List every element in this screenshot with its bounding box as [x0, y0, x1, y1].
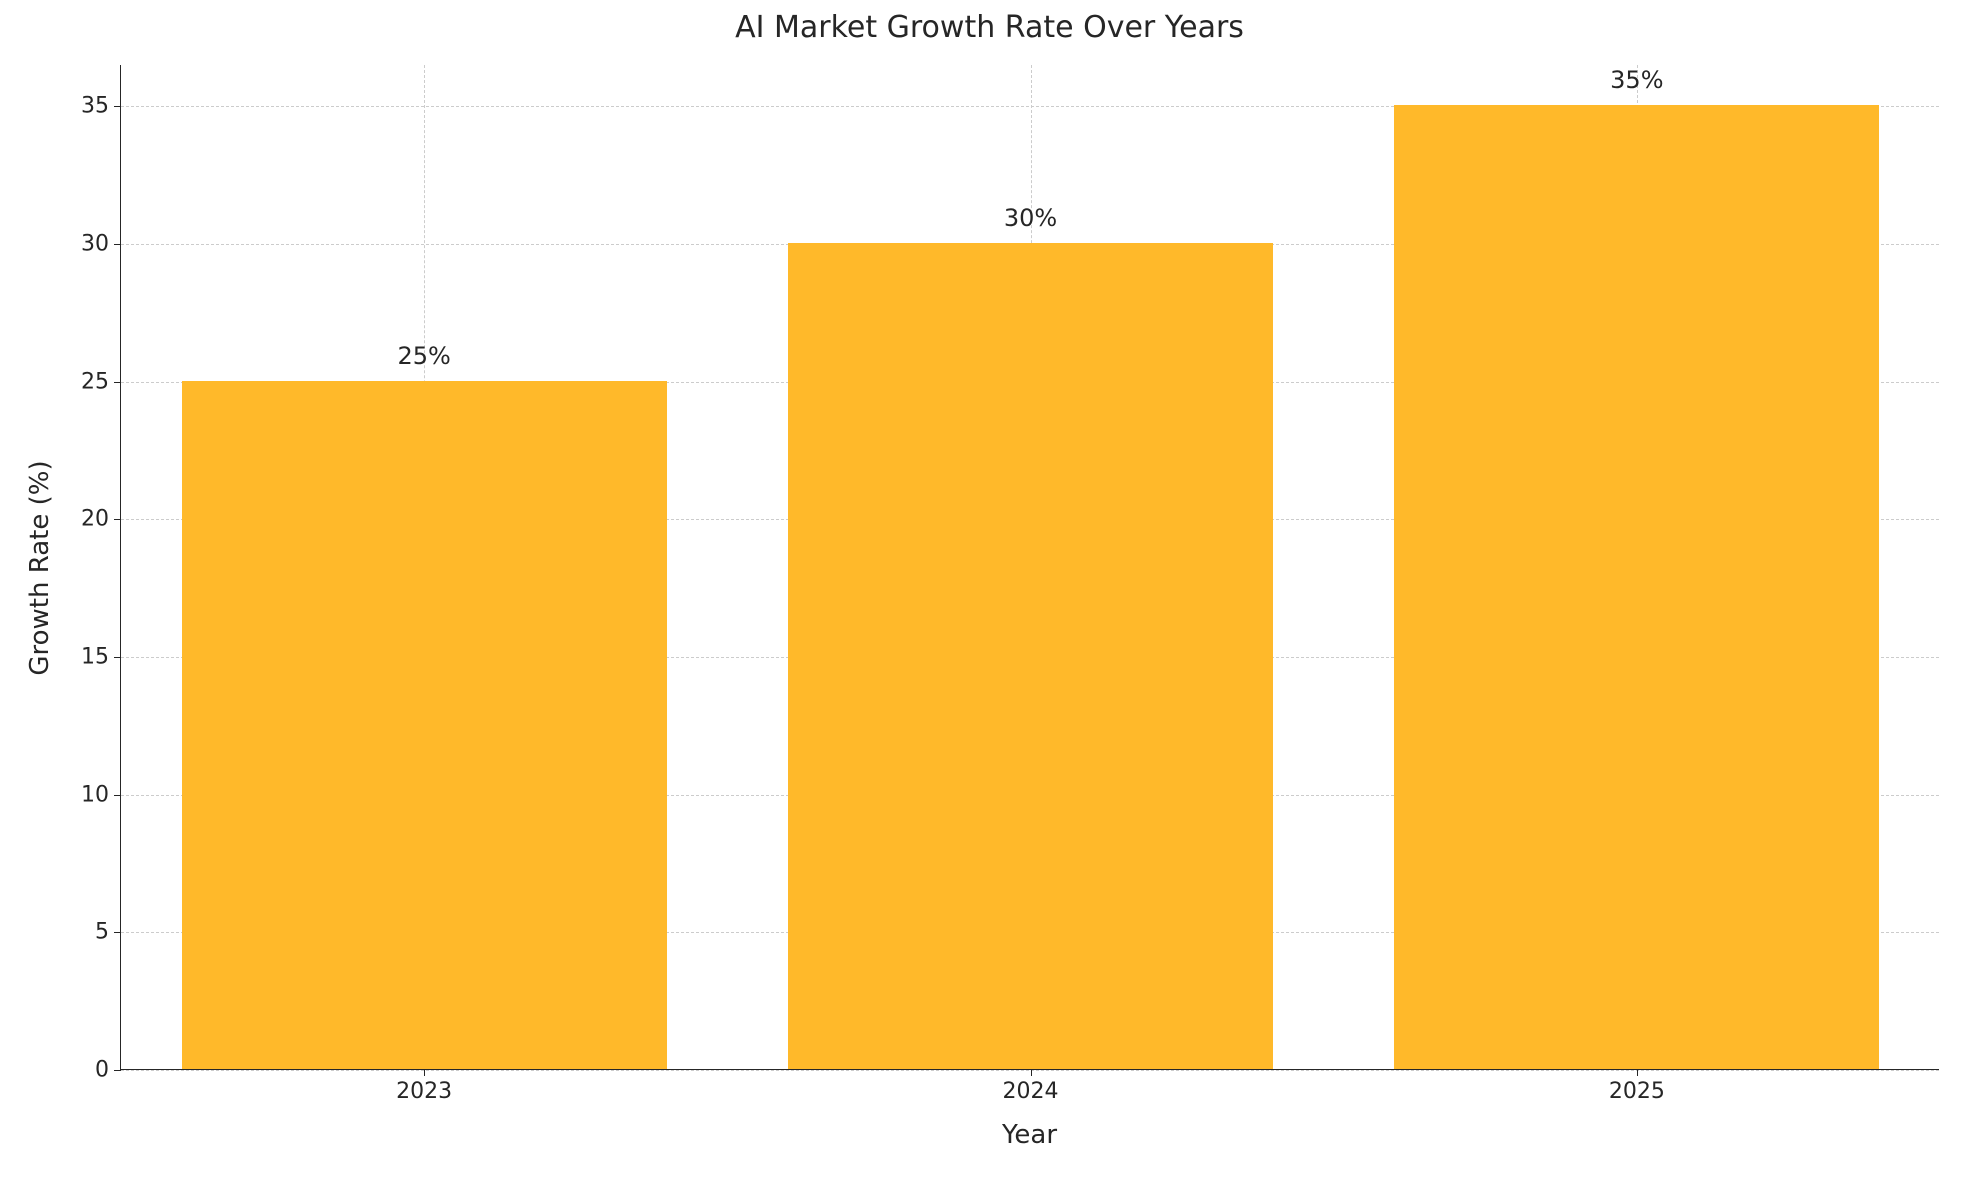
- plot-area: 0510152025303525%30%35%202320242025: [120, 65, 1939, 1070]
- y-tick-label: 10: [81, 782, 121, 807]
- x-tick-label: 2025: [1609, 1069, 1665, 1104]
- bar: [182, 381, 667, 1069]
- x-tick-label: 2024: [1003, 1069, 1059, 1104]
- y-tick-label: 35: [81, 94, 121, 119]
- y-tick-label: 15: [81, 644, 121, 669]
- bar: [788, 243, 1273, 1069]
- y-tick-label: 30: [81, 231, 121, 256]
- y-tick-label: 5: [95, 920, 121, 945]
- x-tick-label: 2023: [396, 1069, 452, 1104]
- bar-value-label: 30%: [1004, 204, 1057, 232]
- y-tick-label: 25: [81, 369, 121, 394]
- y-axis-label: Growth Rate (%): [25, 460, 55, 675]
- x-axis-label: Year: [1002, 1120, 1057, 1150]
- bar: [1394, 105, 1879, 1069]
- bar-value-label: 25%: [397, 342, 450, 370]
- bar-value-label: 35%: [1610, 66, 1663, 94]
- chart-canvas: AI Market Growth Rate Over Years 0 5 10 15 2…: [0, 0, 1979, 1180]
- chart-title: AI Market Growth Rate Over Years: [0, 10, 1979, 45]
- y-tick-label: 0: [95, 1058, 121, 1083]
- y-tick-label: 20: [81, 507, 121, 532]
